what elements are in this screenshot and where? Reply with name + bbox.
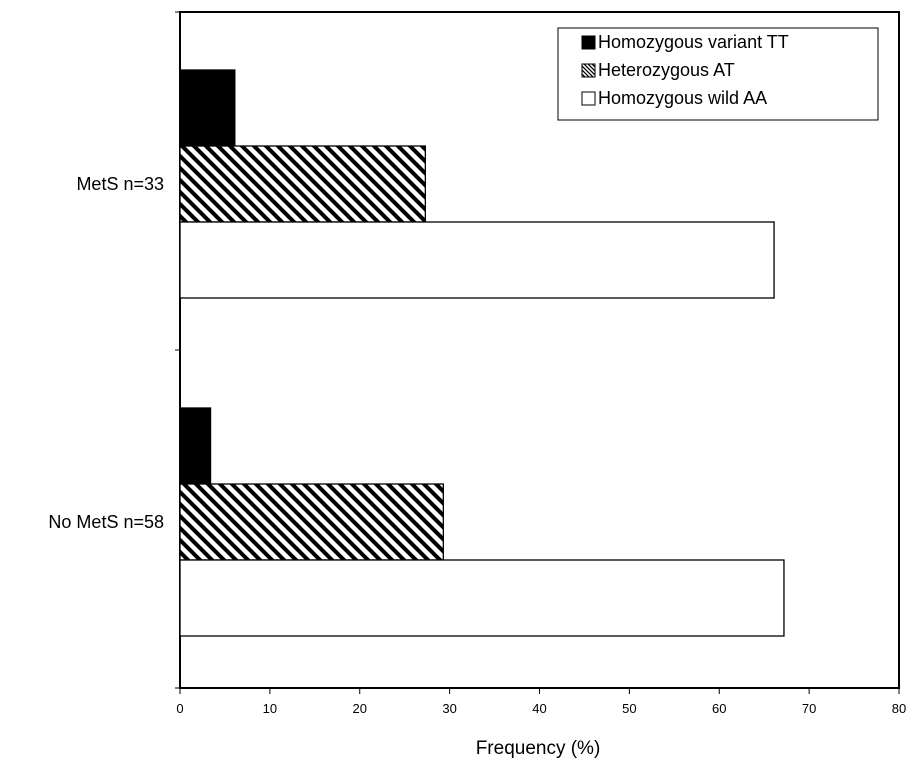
- legend-swatch: [581, 35, 596, 50]
- legend-swatch: [581, 91, 596, 106]
- bars-group: [179, 69, 785, 637]
- x-axis: 0 10 20 30 40 50 60 70 80: [176, 688, 906, 716]
- legend-label: Homozygous variant TT: [598, 32, 789, 52]
- bar-1-category-1: [179, 69, 236, 147]
- x-axis-title: Frequency (%): [476, 738, 601, 759]
- x-tick-label: 80: [892, 701, 906, 716]
- x-tick-label: 50: [622, 701, 636, 716]
- bar-1-category-2: [179, 407, 212, 485]
- category-label: MetS n=33: [76, 174, 164, 194]
- legend-box: [557, 27, 879, 121]
- bar-3-category-2: [179, 559, 785, 637]
- legend-swatch: [581, 63, 596, 78]
- x-tick-label: 60: [712, 701, 726, 716]
- x-tick-label: 10: [263, 701, 277, 716]
- legend-label: Heterozygous AT: [598, 60, 735, 80]
- x-tick-label: 70: [802, 701, 816, 716]
- y-axis: MetS n=33 No MetS n=58: [48, 11, 180, 689]
- legend-label: Homozygous wild AA: [598, 88, 767, 108]
- x-tick-label: 40: [532, 701, 546, 716]
- x-tick-label: 30: [442, 701, 456, 716]
- legend: Homozygous variant TT Heterozygous AT Homo…: [557, 27, 879, 121]
- bar-2-category-2: [179, 483, 444, 561]
- x-tick-label: 0: [176, 701, 183, 716]
- bar-2-category-1: [179, 145, 427, 223]
- x-tick-label: 20: [353, 701, 367, 716]
- category-label: No MetS n=58: [48, 512, 164, 532]
- bar-3-category-1: [179, 221, 775, 299]
